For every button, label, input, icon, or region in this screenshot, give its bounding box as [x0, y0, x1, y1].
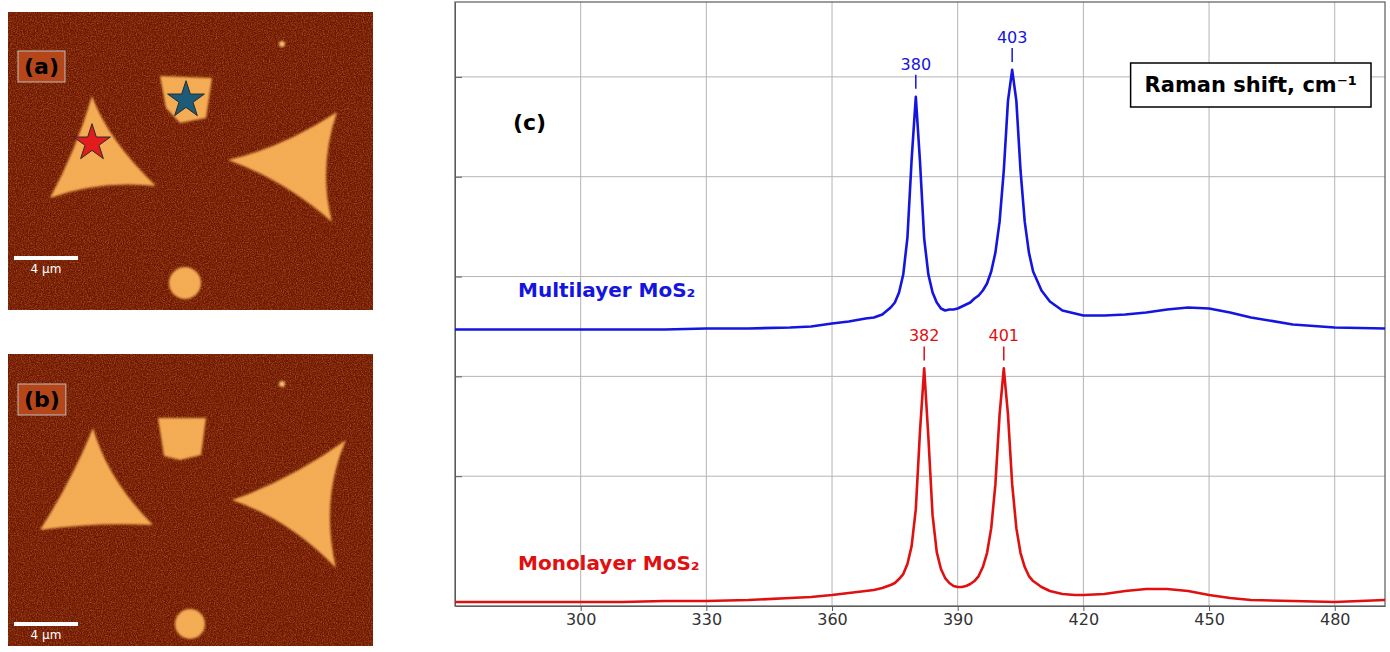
- x-axis: 300 330 360 390 420 450 480: [456, 606, 1386, 629]
- flake-grain: [8, 354, 373, 646]
- y-tick: [455, 277, 462, 278]
- grid-line-y: [455, 476, 1385, 477]
- map-grain: [8, 354, 373, 646]
- grid-line-y: [455, 276, 1385, 277]
- y-tick-mark: [455, 476, 462, 477]
- y-tick-mark: [455, 77, 462, 78]
- series-label: Multilayer MoS₂: [518, 278, 695, 302]
- annotation-tick: [1011, 48, 1013, 62]
- y-tick-mark: [455, 177, 462, 178]
- grid-line-x: [1083, 2, 1084, 606]
- x-tick-label: 300: [566, 610, 597, 629]
- x-tick-label: 330: [692, 610, 723, 629]
- x-tick: 390: [943, 606, 974, 629]
- grid-line-y: [455, 376, 1385, 377]
- grid: [455, 2, 1385, 606]
- map-background: [8, 12, 373, 310]
- map-background: [8, 354, 373, 646]
- map-panel: [8, 354, 373, 646]
- spot-marker: [74, 124, 111, 159]
- y-axis: [455, 3, 462, 607]
- plot-background: [455, 2, 1385, 606]
- y-tick: [455, 77, 462, 78]
- grid-line-x: [832, 2, 833, 606]
- x-tick-label: 390: [943, 610, 974, 629]
- chart-title: (c): [513, 110, 546, 135]
- panel-label: (a): [24, 54, 59, 79]
- scale-bar: [14, 622, 78, 626]
- scale-bar: [14, 256, 78, 260]
- annotation-tick: [1003, 346, 1005, 360]
- x-tick-label: 450: [1194, 610, 1225, 629]
- scale-bar-label: 4 µm: [31, 262, 62, 276]
- annotation-label: 401: [989, 326, 1020, 345]
- y-axis-line: [455, 3, 456, 607]
- x-tick: 450: [1194, 606, 1225, 629]
- x-tick: 330: [692, 606, 723, 629]
- annotation-label: 403: [997, 28, 1028, 47]
- annotation-label: 382: [909, 326, 940, 345]
- annotation-tick: [923, 346, 925, 360]
- y-tick: [455, 177, 462, 178]
- grid-line-x: [957, 2, 958, 606]
- x-tick-label: 480: [1320, 610, 1351, 629]
- x-tick: 420: [1069, 606, 1100, 629]
- spectrum-line: [455, 368, 1385, 602]
- map-panel: [8, 12, 373, 310]
- chart: 300 330 360 390 420 450 480 Multilayer MoS₂ 380 4…: [455, 2, 1386, 629]
- flake-grain: [8, 12, 373, 310]
- figure: (a) 4 µm (b) 4 µm 300 330 360 390 420 450 480 Multi…: [0, 0, 1390, 652]
- panel-label: (b): [24, 387, 60, 412]
- map-grain: [8, 12, 373, 310]
- plot-frame: [455, 2, 1385, 606]
- panel-label-box: [18, 384, 66, 415]
- chart-texts: Multilayer MoS₂ 380 403 Monolayer MoS₂ 382 40…: [513, 28, 1371, 575]
- x-tick-label: 360: [817, 610, 848, 629]
- x-tick-label: 420: [1069, 610, 1100, 629]
- annotation-tick: [915, 75, 917, 89]
- y-tick: [455, 476, 462, 477]
- spot-marker: [168, 81, 205, 116]
- scale-bar-label: 4 µm: [31, 628, 62, 642]
- x-axis-title-box: [1131, 63, 1371, 107]
- x-axis-line: [456, 606, 1386, 607]
- series-label: Monolayer MoS₂: [518, 551, 700, 575]
- grid-line-x: [706, 2, 707, 606]
- y-tick-mark: [455, 376, 462, 377]
- grid-line-x: [580, 2, 581, 606]
- panel-label-box: [18, 51, 65, 82]
- annotation-label: 380: [901, 55, 932, 74]
- series-lines: [455, 70, 1385, 602]
- x-tick: 300: [566, 606, 597, 629]
- x-axis-title: Raman shift, cm⁻¹: [1145, 73, 1357, 97]
- spectrum-line: [455, 70, 1385, 330]
- y-tick-mark: [455, 277, 462, 278]
- x-tick: 480: [1320, 606, 1351, 629]
- x-tick: 360: [817, 606, 848, 629]
- y-tick: [455, 376, 462, 377]
